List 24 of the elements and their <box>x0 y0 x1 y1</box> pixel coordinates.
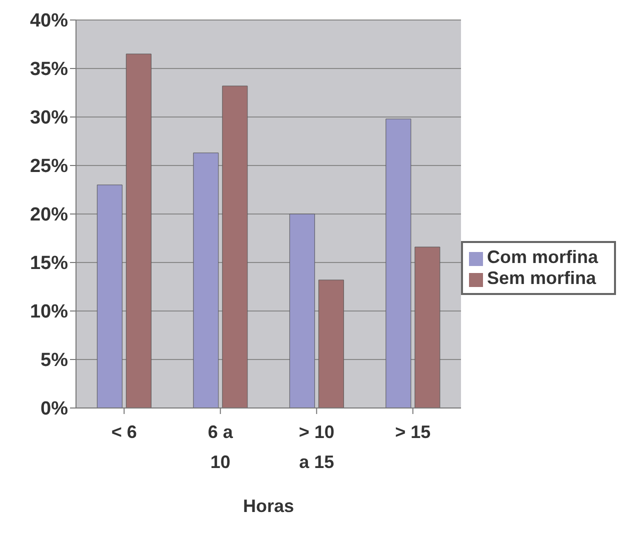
x-tick-label: > 10 a 15 <box>298 422 334 472</box>
y-tick-label: 5% <box>40 350 68 372</box>
bar <box>96 184 122 408</box>
y-tick-label: 30% <box>30 108 68 129</box>
bar <box>318 280 344 408</box>
y-tick-label: 25% <box>30 156 68 178</box>
y-tick-label: 35% <box>30 59 68 80</box>
legend-label: Com morfina <box>486 247 598 267</box>
bar <box>386 118 412 408</box>
bar <box>222 86 248 408</box>
y-tick-label: 10% <box>30 302 68 323</box>
bar <box>414 246 440 408</box>
x-axis-title: Horas <box>242 496 294 516</box>
y-tick-label: 0% <box>40 398 68 420</box>
y-tick-label: 40% <box>30 10 68 32</box>
y-tick-label: 15% <box>30 253 68 274</box>
bar <box>193 152 219 408</box>
legend-label: Sem morfina <box>486 268 596 288</box>
bar <box>289 214 315 408</box>
y-tick-label: 20% <box>30 204 68 226</box>
x-tick-label: < 6 <box>111 422 137 442</box>
x-tick-label: 6 a 10 <box>208 422 234 472</box>
bar <box>126 54 152 408</box>
x-tick-label: > 15 <box>395 422 431 442</box>
